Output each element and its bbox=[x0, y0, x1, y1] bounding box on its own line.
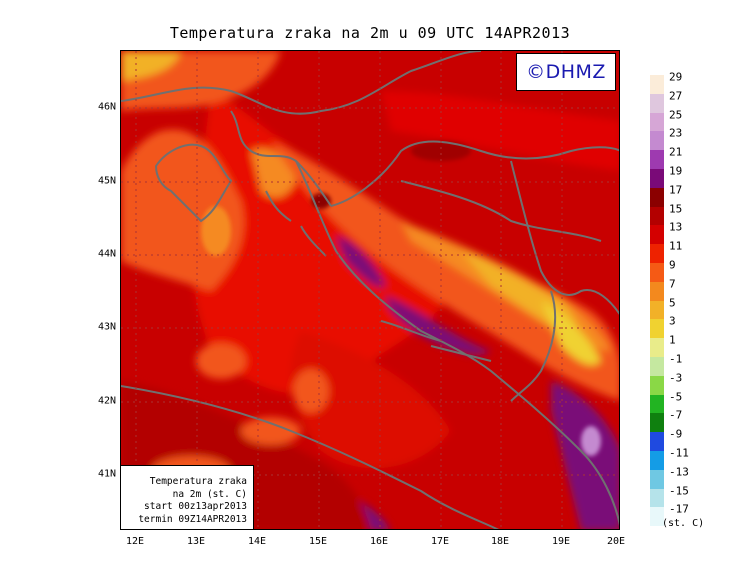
legend-label: 9 bbox=[669, 258, 676, 272]
lat-lon-grid bbox=[121, 51, 619, 529]
legend-label: 17 bbox=[669, 183, 683, 197]
legend-label: -17 bbox=[669, 502, 689, 516]
x-tick: 14E bbox=[247, 536, 267, 547]
legend-swatch bbox=[650, 150, 664, 169]
legend-swatch bbox=[650, 507, 664, 527]
legend-label: 3 bbox=[669, 314, 676, 328]
x-tick: 18E bbox=[490, 536, 510, 547]
legend-label: 7 bbox=[669, 277, 676, 291]
temperature-field bbox=[121, 51, 619, 529]
y-tick: 43N bbox=[97, 321, 116, 333]
legend-swatch bbox=[650, 112, 664, 132]
legend-label: -9 bbox=[669, 427, 683, 441]
legend-label: -15 bbox=[669, 484, 689, 498]
map-title: Temperatura zraka na 2m u 09 UTC 14APR20… bbox=[169, 24, 571, 42]
legend-swatch bbox=[650, 394, 664, 414]
y-tick: 44N bbox=[97, 248, 116, 260]
x-tick: 12E bbox=[125, 536, 145, 547]
legend-swatch bbox=[650, 357, 664, 376]
y-tick: 41N bbox=[97, 468, 116, 480]
legend-swatch bbox=[650, 432, 664, 451]
legend-label: 13 bbox=[669, 220, 683, 234]
y-tick: 45N bbox=[97, 175, 116, 187]
x-tick: 17E bbox=[430, 536, 450, 547]
info-line-3: start 00z13apr2013 bbox=[144, 501, 247, 512]
legend-swatch bbox=[650, 319, 664, 339]
y-tick: 46N bbox=[97, 101, 116, 113]
legend-swatch bbox=[650, 469, 664, 489]
legend-label: -5 bbox=[669, 390, 683, 404]
info-line-1: Temperatura zraka bbox=[149, 476, 247, 487]
legend-swatch bbox=[650, 206, 664, 226]
legend-swatch bbox=[650, 451, 664, 470]
legend-swatch bbox=[650, 93, 664, 113]
legend-label: -3 bbox=[669, 371, 683, 385]
legend-label: 5 bbox=[669, 296, 676, 310]
legend-label: 29 bbox=[669, 70, 683, 84]
legend-label: 21 bbox=[669, 145, 683, 159]
legend-swatch bbox=[650, 375, 664, 395]
legend-label: 19 bbox=[669, 164, 683, 178]
info-box: Temperatura zraka na 2m (st. C) start 00… bbox=[121, 465, 254, 529]
legend-label: 23 bbox=[669, 126, 683, 140]
legend-label: 15 bbox=[669, 202, 683, 216]
legend-swatch bbox=[650, 281, 664, 301]
x-tick: 16E bbox=[369, 536, 389, 547]
legend-swatch bbox=[650, 131, 664, 151]
legend-units: (st. C) bbox=[662, 518, 705, 529]
legend-swatch bbox=[650, 413, 664, 433]
dhmz-logo: ©DHMZ bbox=[516, 53, 616, 91]
legend-label: 27 bbox=[669, 89, 683, 103]
legend-label: -1 bbox=[669, 352, 683, 366]
legend-label: -11 bbox=[669, 446, 689, 460]
legend-label: -13 bbox=[669, 465, 689, 479]
temperature-map[interactable] bbox=[120, 50, 620, 530]
legend-label: 1 bbox=[669, 333, 676, 347]
info-line-4: termin 09Z14APR2013 bbox=[138, 513, 247, 525]
legend-label: 11 bbox=[669, 239, 683, 253]
legend-swatch bbox=[650, 187, 664, 207]
y-tick: 42N bbox=[97, 395, 116, 407]
legend-swatch bbox=[650, 244, 664, 263]
legend-swatch bbox=[650, 263, 664, 282]
legend-swatch bbox=[650, 225, 664, 245]
legend-label: -7 bbox=[669, 408, 683, 422]
x-tick: 15E bbox=[308, 536, 328, 547]
legend-swatch bbox=[650, 169, 664, 188]
legend-swatch bbox=[650, 488, 664, 508]
legend-swatch bbox=[650, 300, 664, 320]
legend-swatch bbox=[650, 338, 664, 357]
coastline-borders bbox=[121, 51, 619, 529]
x-tick: 19E bbox=[551, 536, 571, 547]
legend-swatch bbox=[650, 75, 664, 94]
x-tick: 13E bbox=[186, 536, 206, 547]
legend-label: 25 bbox=[669, 108, 683, 122]
info-line-2: na 2m (st. C) bbox=[172, 488, 247, 500]
x-tick: 20E bbox=[606, 536, 626, 547]
